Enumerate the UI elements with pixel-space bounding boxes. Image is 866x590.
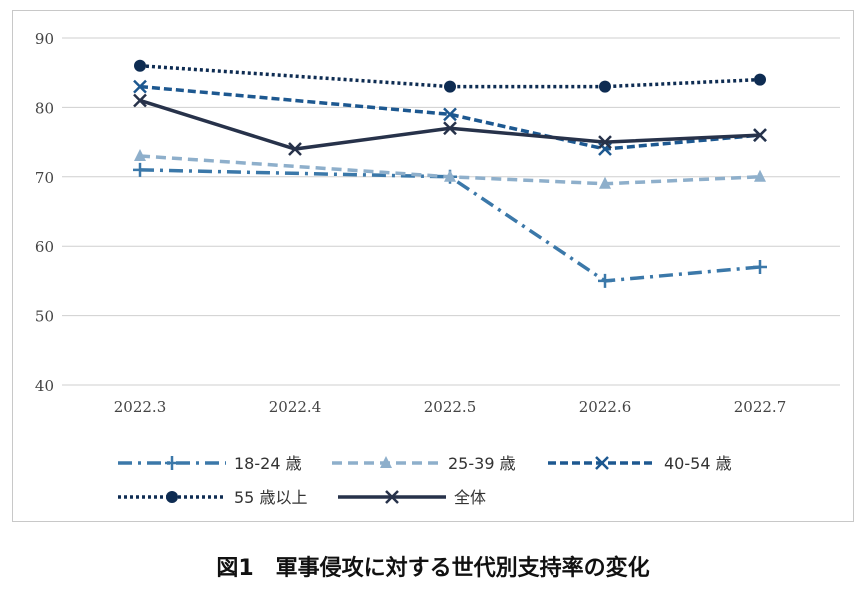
legend-label: 25-39 歳 [448,454,516,473]
data-point [133,93,147,108]
y-tick-label: 60 [35,238,54,256]
data-point [443,121,457,136]
legend-item: 全体 [338,488,486,507]
series-line [139,154,761,186]
y-tick-label: 90 [35,30,54,48]
data-point [134,148,146,161]
data-point [595,456,609,470]
y-tick-label: 70 [35,169,54,187]
y-tick-label: 40 [35,377,54,395]
chart-title: 図1 軍事侵攻に対する世代別支持率の変化 [216,556,650,581]
y-tick-label: 80 [35,99,54,117]
line-chart: 40 50 60 70 80 90 2022.3 2022.4 2022.5 2022.6 2022… [35,30,840,507]
legend-label: 18-24 歳 [234,454,302,473]
series-25-39歳 [134,148,766,189]
series-全体 [133,93,767,156]
data-point [385,490,399,504]
data-point [753,260,767,275]
data-point [133,162,147,177]
y-tick-label: 50 [35,308,54,326]
legend-label: 40-54 歳 [664,454,732,473]
legend-label: 55 歳以上 [234,488,307,507]
legend-item: 18-24 歳 [118,454,302,473]
data-point [133,79,147,94]
chart-frame [12,10,854,522]
x-tick-label: 2022.4 [269,398,322,416]
x-tick-label: 2022.6 [579,398,632,416]
legend-label: 全体 [454,488,486,507]
data-point [166,491,178,503]
data-point [288,142,302,156]
data-point [443,107,457,122]
series-line [139,168,761,283]
data-point [444,169,456,182]
data-point [165,456,179,470]
data-point [599,176,611,189]
data-point [753,128,767,143]
data-point [754,169,766,182]
legend-item: 40-54 歳 [548,454,732,473]
x-tick-label: 2022.3 [114,398,167,416]
data-point [754,73,766,86]
x-tick-label: 2022.5 [424,398,477,416]
data-point [444,80,456,93]
data-point [598,135,612,149]
x-tick-label: 2022.7 [734,398,787,416]
data-point [599,80,611,93]
data-point [134,59,146,72]
series-line [139,84,761,151]
legend-item: 25-39 歳 [332,454,516,473]
series-55歳以上 [134,59,766,93]
legend-item: 55 歳以上 [118,488,307,507]
data-point [380,456,392,468]
data-point [598,273,612,288]
